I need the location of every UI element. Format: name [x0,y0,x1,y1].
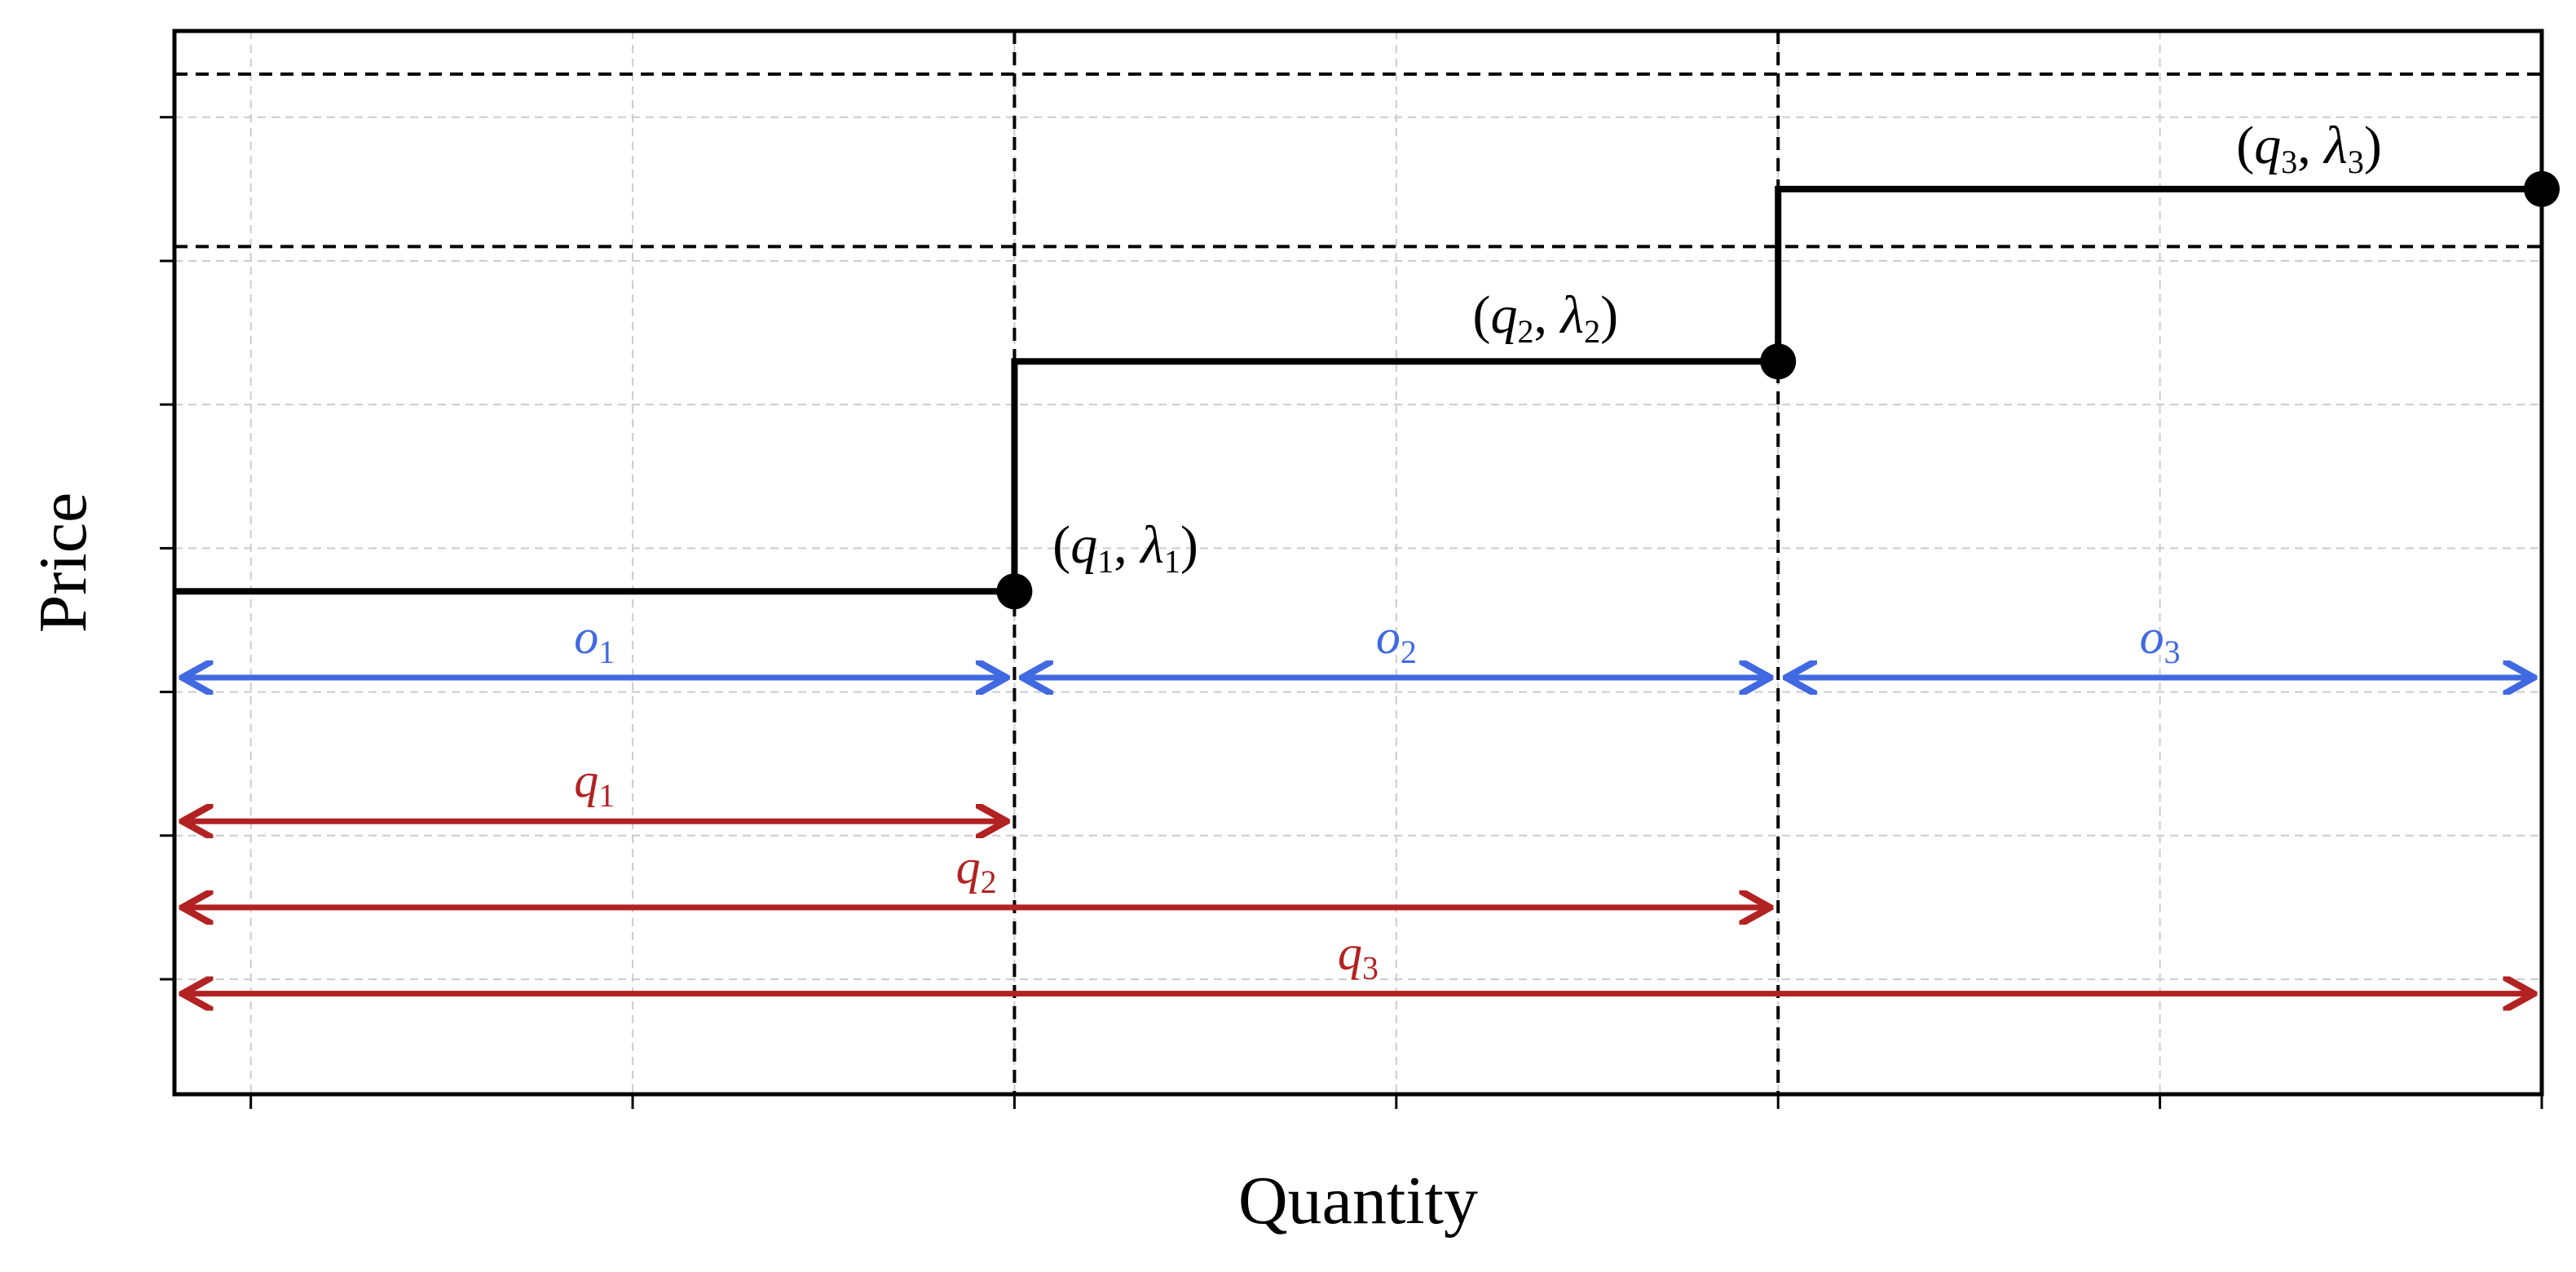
segment-arrows: o1 o2 o3 q1 q2 q3 [186,610,2530,994]
offer-segment-1: o1 [186,610,1003,678]
step-curve [174,185,2542,595]
offer-segment-3-label: o3 [2140,610,2181,670]
point-annotation: (q2, λ2) [1473,285,1619,350]
cumulative-quantity-1-label: q1 [574,753,615,814]
bid-point-marker [996,573,1033,610]
ticks [160,116,2543,1109]
offer-segment-2-label: o2 [1376,610,1417,670]
plot-frame [172,29,2544,1097]
offer-segment-3: o3 [1789,610,2530,678]
x-axis-label: Quantity [1238,1163,1478,1239]
offer-segment-2: o2 [1026,610,1767,678]
cumulative-quantity-1: q1 [186,753,1003,821]
cumulative-quantity-3: q3 [186,926,2530,994]
cumulative-quantity-2-label: q2 [956,840,997,900]
annotations: (q1, λ1) (q2, λ2) (q3, λ3) [1052,116,2382,580]
bid-point-marker [1760,343,1797,380]
y-axis-label: Price [25,492,101,634]
point-annotation: (q3, λ3) [2236,116,2382,180]
point-annotation: (q1, λ1) [1052,515,1198,580]
cumulative-quantity-3-label: q3 [1338,926,1378,987]
offer-segment-1-label: o1 [574,610,615,670]
step-curve-group [174,170,2560,610]
cumulative-quantity-2: q2 [186,840,1767,908]
